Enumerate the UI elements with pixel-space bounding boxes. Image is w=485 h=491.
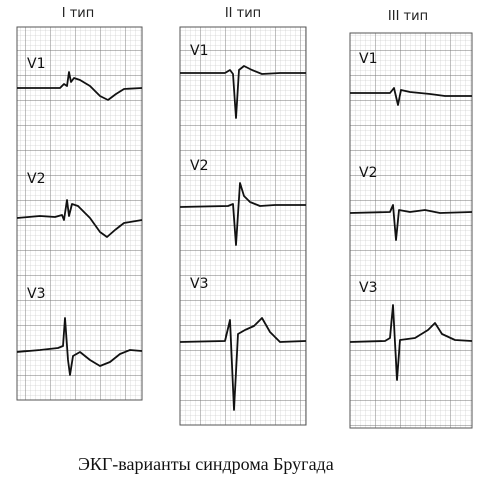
lead-label: V2 <box>359 165 377 181</box>
ecg-panel: III тип V1 V2 V3 <box>349 9 473 429</box>
ecg-trace <box>349 204 473 241</box>
ecg-trace <box>350 87 472 106</box>
panel-title: III тип <box>388 9 428 24</box>
ecg-trace <box>349 304 473 381</box>
lead-label: V2 <box>190 158 208 174</box>
ecg-trace <box>179 317 307 411</box>
lead-label: V1 <box>190 43 208 59</box>
caption: ЭКГ-варианты синдрома Бругада <box>78 454 334 474</box>
grid-paper <box>349 32 473 429</box>
lead-label: V1 <box>359 51 377 67</box>
lead-label: V3 <box>190 276 208 292</box>
lead-label: V1 <box>27 56 45 72</box>
lead-label: V3 <box>359 280 377 296</box>
ecg-trace <box>16 199 143 238</box>
grid-paper <box>179 26 307 426</box>
panel-title: I тип <box>62 6 95 21</box>
ecg-panel: I тип V1 V2 V3 <box>16 6 143 401</box>
ecg-trace <box>180 65 306 119</box>
ecg-trace <box>179 182 306 246</box>
grid-paper <box>16 26 143 401</box>
lead-label: V3 <box>27 286 45 302</box>
lead-label: V2 <box>27 171 45 187</box>
ecg-panel: II тип V1 V2 V3 <box>179 6 307 426</box>
ecg-trace <box>17 71 143 101</box>
panel-title: II тип <box>225 6 261 21</box>
ecg-trace <box>16 317 143 376</box>
